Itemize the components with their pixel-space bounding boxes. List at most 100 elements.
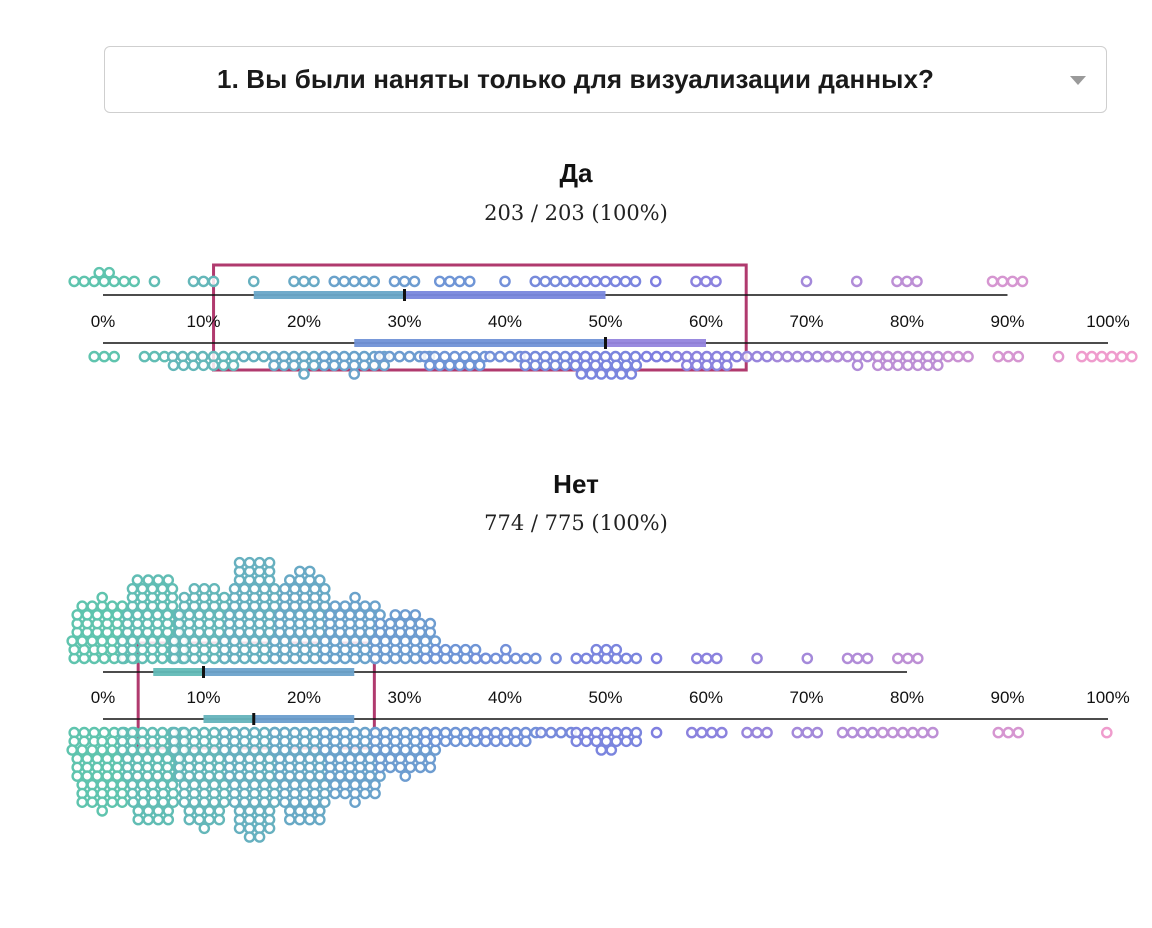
x-tick-label: 20% [287,688,321,707]
data-point [293,565,306,578]
data-point [801,652,814,665]
data-point [303,565,316,578]
data-point [530,652,542,665]
data-point [257,350,270,363]
data-point [227,359,240,372]
data-point [166,583,179,595]
data-point [423,359,436,372]
group-title-yes: Да [559,158,593,188]
data-point [318,359,331,372]
data-point [384,761,397,774]
data-point [116,600,128,613]
data-point [208,583,221,595]
data-point [479,735,492,748]
data-point [882,359,894,372]
data-point [585,368,598,380]
data-point [439,643,452,656]
data-point [459,735,472,748]
data-point [549,359,562,372]
x-tick-label: 20% [287,312,321,331]
data-point [589,359,602,372]
data-point [731,350,743,363]
data-point [383,350,396,363]
data-point [866,726,879,739]
data-point [338,359,351,372]
data-point [187,359,200,372]
upper-iqr-lower-half-yes [253,291,405,299]
data-point [850,275,863,288]
data-point [575,368,588,380]
x-tick-label: 40% [488,312,522,331]
data-point [177,359,190,372]
data-point [373,350,386,363]
data-point [559,275,572,288]
data-point [539,275,552,288]
data-point [811,726,824,739]
data-point [348,275,361,288]
data-point [902,359,914,372]
data-point [922,359,934,372]
data-point [313,813,326,826]
data-point [419,735,432,748]
data-point [629,275,642,288]
data-point [1101,726,1113,739]
data-point [1076,350,1088,363]
data-point [278,359,290,372]
data-point [499,643,512,656]
data-point [701,359,713,372]
data-point [781,350,794,363]
x-tick-label: 100% [1086,312,1129,331]
data-point [801,350,814,363]
data-point [907,726,919,739]
data-point [329,787,341,800]
x-tick-label: 30% [387,312,421,331]
data-point [453,359,466,372]
x-tick-label: 70% [789,688,823,707]
data-point [711,359,723,372]
data-point [198,822,211,835]
data-point [550,652,562,665]
data-point [369,600,381,613]
data-point [197,359,210,372]
chevron-down-icon[interactable] [1070,76,1086,85]
data-point [887,726,899,739]
data-point [821,350,834,363]
data-point [213,813,226,826]
data-point [433,275,446,288]
x-tick-label: 50% [588,688,622,707]
data-point [649,275,662,288]
data-point [927,726,939,739]
data-point [374,761,387,774]
data-point [106,600,118,613]
data-point [1096,350,1108,363]
data-point [600,643,613,656]
data-point [841,350,854,363]
data-point [610,643,623,656]
data-point [1012,726,1025,739]
data-point [358,359,371,372]
data-point [509,652,522,665]
data-point [690,275,702,288]
data-point [1002,350,1015,363]
data-point [559,359,572,372]
data-point [453,275,466,288]
data-point [253,831,266,843]
data-point [268,359,280,372]
data-point [167,359,180,372]
data-point [529,275,542,288]
lower-iqr-upper-half-yes [605,339,706,347]
question-select[interactable]: 1. Вы были наняты только для визуализаци… [104,46,1107,113]
data-point [609,275,622,288]
data-point [901,275,913,288]
data-point [650,652,663,665]
data-point [233,556,246,569]
data-point [128,275,140,288]
data-point [378,359,391,372]
data-point [861,652,874,665]
data-point [579,275,592,288]
data-point [108,350,120,363]
data-point [599,275,612,288]
data-point [313,574,326,586]
data-point [148,350,161,363]
